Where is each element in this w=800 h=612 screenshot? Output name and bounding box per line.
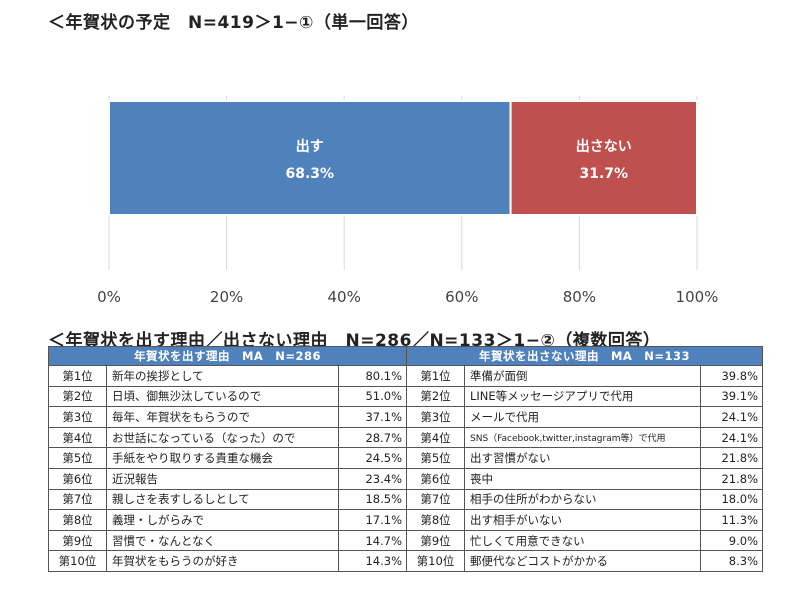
not-send-reason-cell: メールで代用 bbox=[464, 406, 701, 428]
not-send-reason-cell: SNS（Facebook,twitter,instagram等）で代用 bbox=[464, 426, 701, 449]
send-rank-cell: 第8位 bbox=[48, 509, 107, 531]
x-tick-label: 40% bbox=[328, 288, 361, 306]
send-rank-cell: 第3位 bbox=[48, 406, 107, 428]
not-send-rank-cell: 第7位 bbox=[406, 488, 465, 511]
not-send-pct-cell: 8.3% bbox=[699, 550, 764, 572]
not-send-pct-cell: 11.3% bbox=[699, 509, 764, 531]
send-reason-cell: お世話になっている（なった）ので bbox=[106, 426, 339, 449]
send-row: 第3位 毎年、年賀状をもらうので 37.1% bbox=[48, 406, 408, 428]
send-rank-cell: 第6位 bbox=[48, 467, 107, 490]
send-rank-cell: 第4位 bbox=[48, 426, 107, 449]
not-send-row: 第9位 忙しくて用意できない 9.0% bbox=[406, 529, 764, 552]
not-send-rank-cell: 第5位 bbox=[406, 447, 465, 469]
send-pct-cell: 23.4% bbox=[337, 467, 408, 490]
bar-segment bbox=[509, 100, 698, 216]
send-rank-cell: 第9位 bbox=[48, 529, 107, 552]
send-rank-cell: 第1位 bbox=[48, 365, 107, 387]
send-row: 第8位 義理・しがらみで 17.1% bbox=[48, 509, 408, 531]
send-pct-cell: 24.5% bbox=[337, 447, 408, 469]
reasons-not-send-header: 年賀状を出さない理由 MA N=133 bbox=[405, 346, 764, 366]
segment-value-label: 31.7% bbox=[580, 166, 629, 182]
send-rank-cell: 第2位 bbox=[48, 385, 107, 408]
send-row: 第6位 近況報告 23.4% bbox=[48, 467, 408, 490]
not-send-rank-cell: 第8位 bbox=[406, 509, 465, 531]
not-send-row: 第10位 郵便代などコストがかかる 8.3% bbox=[406, 550, 764, 572]
send-row: 第4位 お世話になっている（なった）ので 28.7% bbox=[48, 426, 408, 449]
send-reason-cell: 近況報告 bbox=[106, 467, 339, 490]
send-rank-cell: 第7位 bbox=[48, 488, 107, 511]
not-send-row: 第2位 LINE等メッセージアプリで代用 39.1% bbox=[406, 385, 764, 408]
not-send-pct-cell: 39.8% bbox=[699, 365, 764, 387]
send-reason-cell: 毎年、年賀状をもらうので bbox=[106, 406, 339, 428]
not-send-reason-cell: 出す相手がいない bbox=[464, 509, 701, 531]
not-send-pct-cell: 21.8% bbox=[699, 467, 764, 490]
not-send-pct-cell: 24.1% bbox=[699, 406, 764, 428]
send-reason-cell: 義理・しがらみで bbox=[106, 509, 339, 531]
not-send-row: 第1位 準備が面倒 39.8% bbox=[406, 365, 764, 387]
not-send-reason-cell: 出す習慣がない bbox=[464, 447, 701, 469]
send-pct-cell: 28.7% bbox=[337, 426, 408, 449]
segment-value-label: 68.3% bbox=[286, 166, 335, 182]
segment-name-label: 出さない bbox=[576, 138, 632, 155]
not-send-reason-cell: 準備が面倒 bbox=[464, 365, 701, 387]
not-send-rank-cell: 第1位 bbox=[406, 365, 465, 387]
not-send-reason-cell: LINE等メッセージアプリで代用 bbox=[464, 385, 701, 408]
send-reason-cell: 年賀状をもらうのが好き bbox=[106, 550, 339, 572]
x-tick-label: 100% bbox=[676, 288, 719, 306]
not-send-row: 第6位 喪中 21.8% bbox=[406, 467, 764, 490]
not-send-row: 第3位 メールで代用 24.1% bbox=[406, 406, 764, 428]
not-send-row: 第8位 出す相手がいない 11.3% bbox=[406, 509, 764, 531]
send-reason-cell: 新年の挨拶として bbox=[106, 365, 339, 387]
send-row: 第5位 手紙をやり取りする貴重な機会 24.5% bbox=[48, 447, 408, 469]
reasons-send-table: 年賀状を出す理由 MA N=286 第1位 新年の挨拶として 80.1% 第2位 日頃、… bbox=[47, 346, 408, 572]
x-tick-label: 60% bbox=[445, 288, 478, 306]
stacked-bar-chart: 0% 20% 40% 60% 80% 100% 出す 68.3% 出さない 31.7% bbox=[97, 96, 719, 306]
not-send-reason-cell: 郵便代などコストがかかる bbox=[464, 550, 701, 572]
send-row: 第2位 日頃、御無沙汰しているので 51.0% bbox=[48, 385, 408, 408]
segment-name-label: 出す bbox=[296, 138, 324, 155]
send-pct-cell: 14.3% bbox=[337, 550, 408, 572]
send-pct-cell: 80.1% bbox=[337, 365, 408, 387]
send-pct-cell: 17.1% bbox=[337, 509, 408, 531]
not-send-reason-cell: 喪中 bbox=[464, 467, 701, 490]
send-pct-cell: 51.0% bbox=[337, 385, 408, 408]
not-send-rank-cell: 第4位 bbox=[406, 426, 465, 449]
send-pct-cell: 37.1% bbox=[337, 406, 408, 428]
not-send-pct-cell: 21.8% bbox=[699, 447, 764, 469]
send-pct-cell: 18.5% bbox=[337, 488, 408, 511]
send-reason-cell: 手紙をやり取りする貴重な機会 bbox=[106, 447, 339, 469]
not-send-rank-cell: 第2位 bbox=[406, 385, 465, 408]
send-rank-cell: 第5位 bbox=[48, 447, 107, 469]
chart-title: ＜年賀状の予定 N=419＞1−①（単一回答） bbox=[48, 13, 419, 33]
not-send-pct-cell: 24.1% bbox=[699, 426, 764, 449]
not-send-reason-cell: 忙しくて用意できない bbox=[464, 529, 701, 552]
not-send-row: 第4位 SNS（Facebook,twitter,instagram等）で代用 24… bbox=[406, 426, 764, 449]
send-reason-cell: 習慣で・なんとなく bbox=[106, 529, 339, 552]
bar-segment bbox=[108, 100, 512, 216]
send-pct-cell: 14.7% bbox=[337, 529, 408, 552]
not-send-row: 第5位 出す習慣がない 21.8% bbox=[406, 447, 764, 469]
not-send-row: 第7位 相手の住所がわからない 18.0% bbox=[406, 488, 764, 511]
send-reason-cell: 日頃、御無沙汰しているので bbox=[106, 385, 339, 408]
send-row: 第1位 新年の挨拶として 80.1% bbox=[48, 365, 408, 387]
not-send-rank-cell: 第9位 bbox=[406, 529, 465, 552]
not-send-pct-cell: 9.0% bbox=[699, 529, 764, 552]
not-send-pct-cell: 39.1% bbox=[699, 385, 764, 408]
send-row: 第9位 習慣で・なんとなく 14.7% bbox=[48, 529, 408, 552]
not-send-pct-cell: 18.0% bbox=[699, 488, 764, 511]
not-send-rank-cell: 第6位 bbox=[406, 467, 465, 490]
x-tick-label: 20% bbox=[210, 288, 243, 306]
send-reason-cell: 親しさを表すしるしとして bbox=[106, 488, 339, 511]
not-send-rank-cell: 第10位 bbox=[406, 550, 465, 572]
x-tick-label: 80% bbox=[563, 288, 596, 306]
reasons-send-header: 年賀状を出す理由 MA N=286 bbox=[47, 346, 408, 366]
not-send-reason-cell: 相手の住所がわからない bbox=[464, 488, 701, 511]
not-send-rank-cell: 第3位 bbox=[406, 406, 465, 428]
x-tick-label: 0% bbox=[97, 288, 121, 306]
send-row: 第7位 親しさを表すしるしとして 18.5% bbox=[48, 488, 408, 511]
reasons-not-send-table: 年賀状を出さない理由 MA N=133 第1位 準備が面倒 39.8% 第2位 LINE… bbox=[405, 346, 764, 572]
send-row: 第10位 年賀状をもらうのが好き 14.3% bbox=[48, 550, 408, 572]
send-rank-cell: 第10位 bbox=[48, 550, 107, 572]
